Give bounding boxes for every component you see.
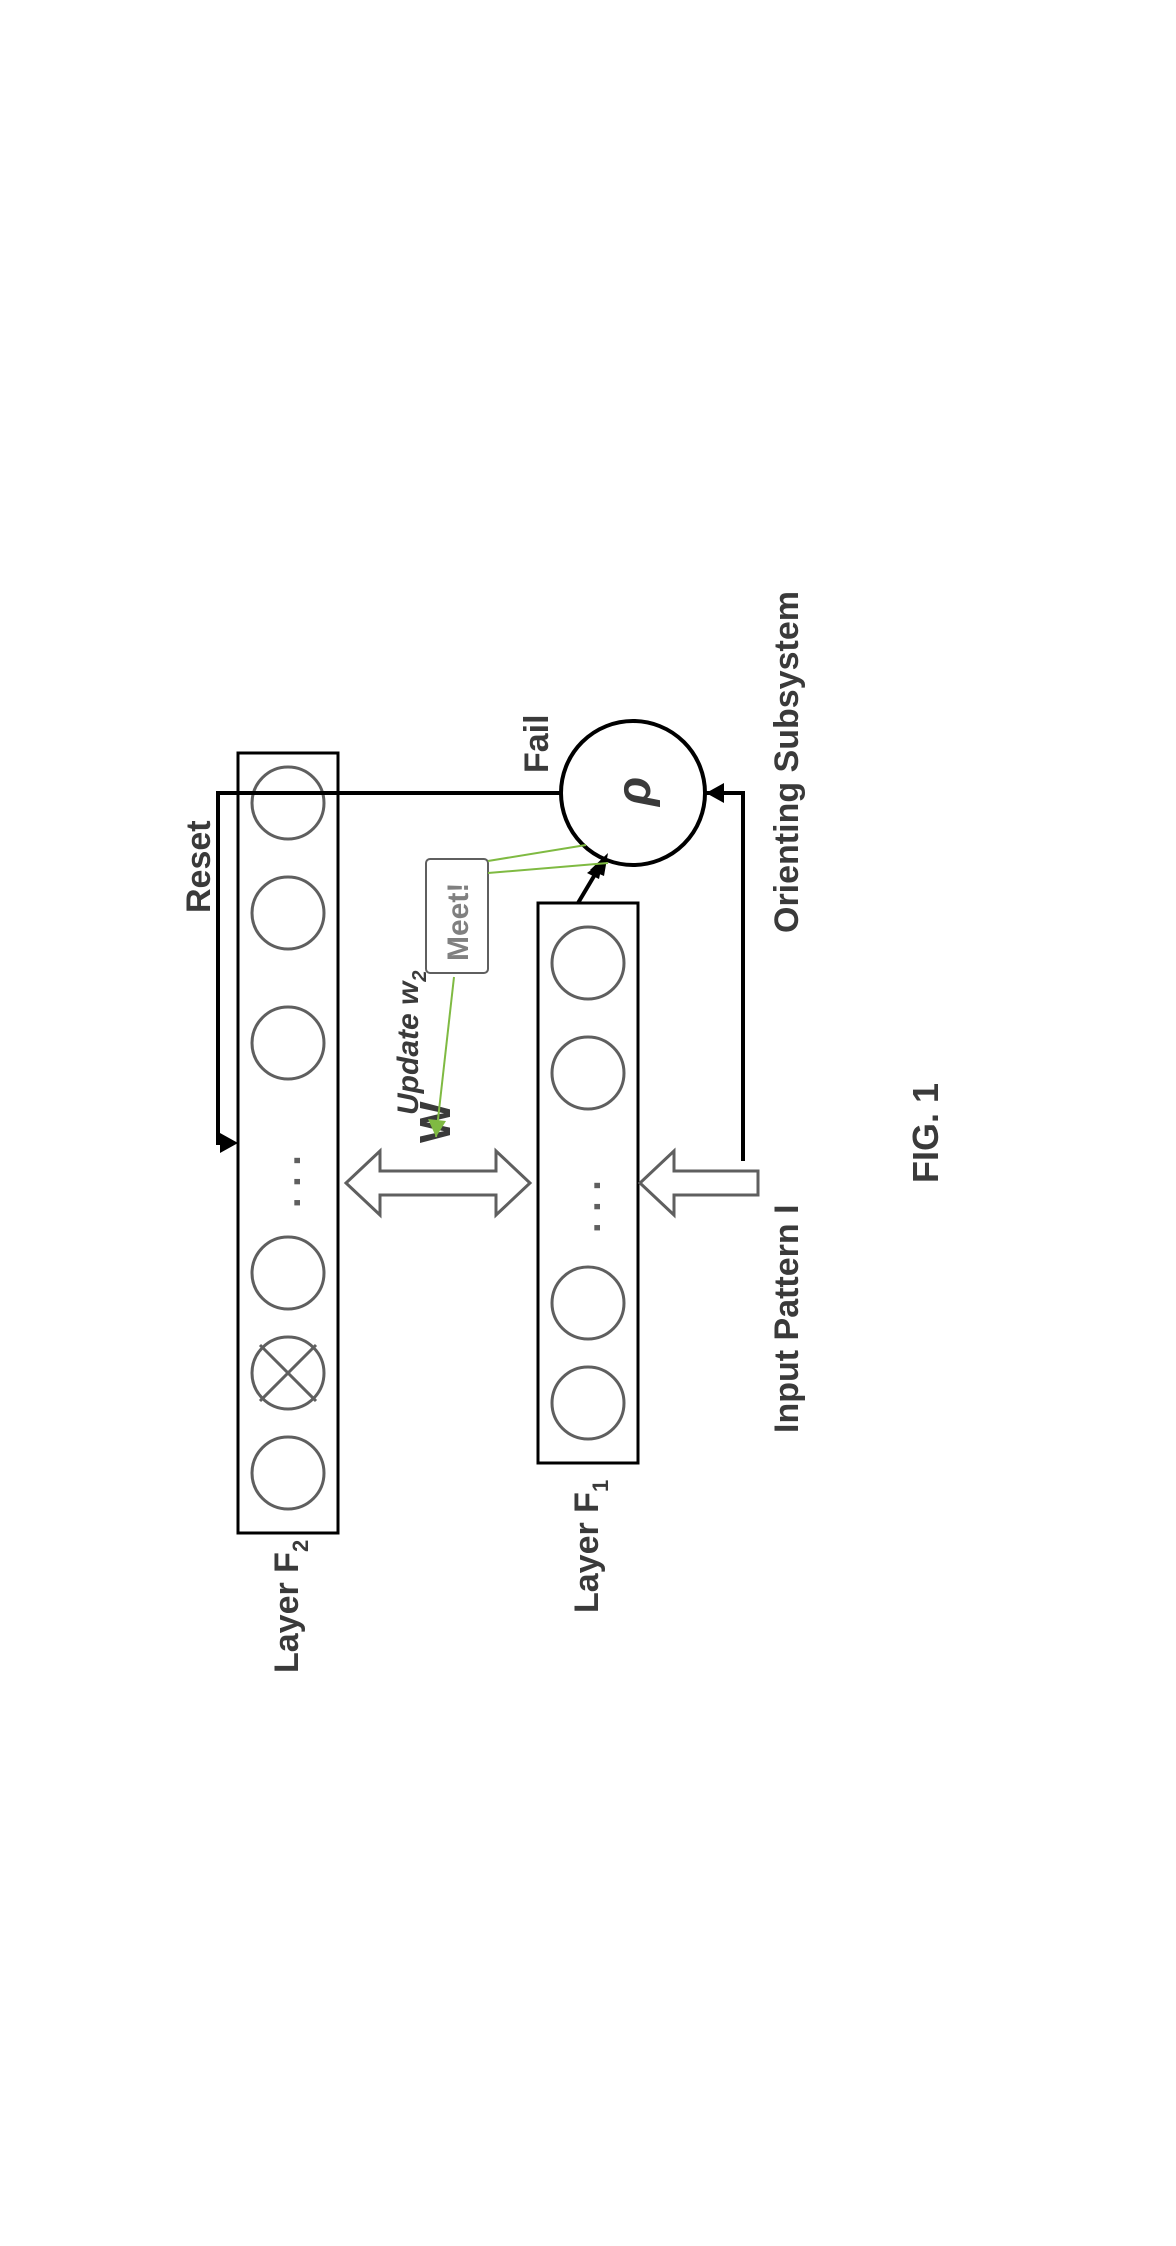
f1-node (552, 1367, 624, 1439)
f1-node (552, 1037, 624, 1109)
speech-tail (488, 845, 586, 861)
layer-f1-label: Layer F1 (568, 1480, 613, 1613)
f1-node (552, 927, 624, 999)
input-arrow-icon (640, 1151, 758, 1215)
layer-f2-rect (238, 753, 338, 1533)
fail-label: Fail (518, 714, 556, 773)
f1-dots: . . . (567, 1180, 609, 1233)
figure-caption: FIG. 1 (905, 1083, 946, 1183)
f2-node (252, 1007, 324, 1079)
f2-dots: . . . (267, 1155, 309, 1208)
meet-label: Meet! (442, 883, 475, 961)
orienting-subsystem-label: Orienting Subsystem (768, 591, 806, 933)
reset-label: Reset (180, 820, 218, 913)
art-diagram-svg: . . . Layer F2 . . . Layer F1 W Input Pa… (178, 573, 998, 1673)
input-pattern-label: Input Pattern I (768, 1204, 806, 1433)
w-double-arrow-icon (346, 1151, 530, 1215)
arrowhead-icon (220, 1133, 238, 1153)
arrowhead-icon (706, 783, 724, 803)
diagram-container: . . . Layer F2 . . . Layer F1 W Input Pa… (178, 573, 998, 1673)
rho-symbol: ρ (608, 777, 661, 808)
f2-node (252, 1237, 324, 1309)
f2-node (252, 767, 324, 839)
arrow-input-to-rho (706, 793, 743, 1161)
f2-node (252, 1437, 324, 1509)
f2-node-crossed (252, 1337, 324, 1409)
update-w2-label: Update w2 (392, 971, 431, 1115)
f2-node (252, 877, 324, 949)
layer-f2-label: Layer F2 (268, 1540, 313, 1673)
f1-node (552, 1267, 624, 1339)
